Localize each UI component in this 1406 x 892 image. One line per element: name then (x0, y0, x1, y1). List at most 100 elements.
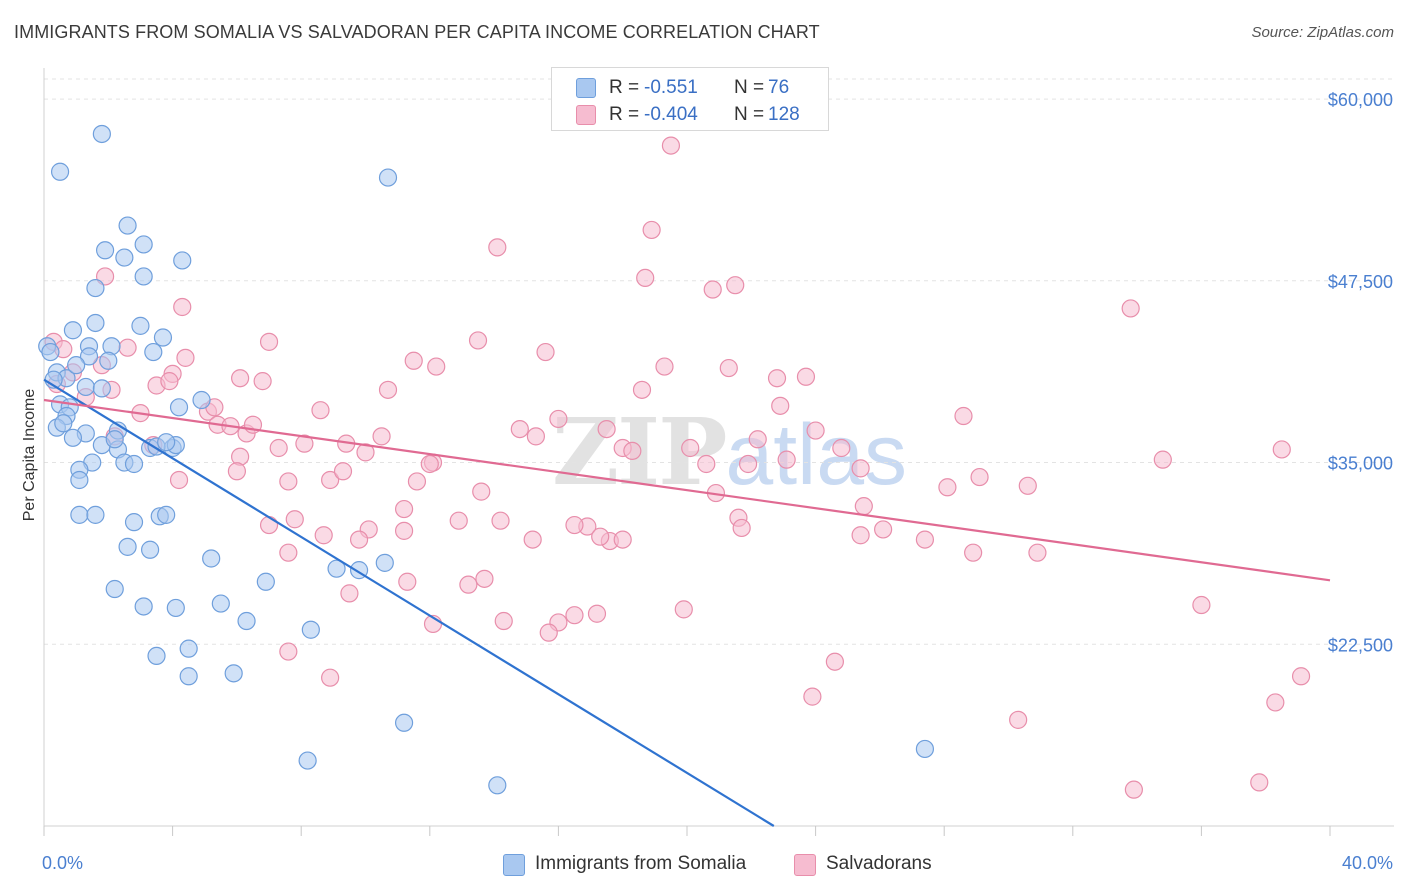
x-tick-label: 0.0% (42, 853, 83, 873)
data-points (38, 124, 1311, 799)
salvadoran-point (738, 454, 758, 474)
salvadoran-point (227, 462, 246, 481)
legend-label: Immigrants from Somalia (535, 853, 747, 874)
y-axis-label: Per Capita Income (21, 389, 38, 522)
salvadoran-point (661, 136, 681, 155)
r-label: R = (609, 104, 640, 125)
somalia-point (378, 168, 398, 187)
somalia-point (157, 433, 176, 452)
salvadorans-swatch (576, 105, 596, 125)
salvadoran-point (372, 427, 391, 446)
salvadoran-point (404, 351, 423, 370)
somalia-point (202, 549, 221, 568)
somalia-point (211, 594, 230, 613)
salvadoran-point (854, 497, 873, 516)
x-tick-label: 40.0% (1342, 853, 1393, 873)
salvadoran-point (777, 450, 796, 469)
salvadoran-point (1153, 450, 1172, 469)
salvadoran-point (491, 511, 510, 530)
somalia-point (63, 321, 83, 340)
somalia-point (144, 342, 163, 362)
salvadoran-point (771, 396, 790, 415)
somalia-point (169, 398, 189, 417)
somalia-point (134, 267, 153, 286)
somalia-point (105, 430, 124, 449)
salvadoran-point (472, 482, 491, 501)
y-tick-label: $60,000 (1328, 90, 1393, 110)
somalia-point (173, 251, 192, 270)
somalia-point (76, 377, 95, 397)
somalia-point (86, 505, 105, 524)
salvadoran-point (832, 438, 851, 458)
legend-row-salvadorans: R = -0.404 N = 128 (552, 101, 828, 127)
salvadoran-point (1291, 667, 1311, 686)
somalia-point (237, 611, 256, 631)
somalia-point (92, 124, 111, 144)
somalia-point (115, 248, 134, 267)
salvadoran-point (295, 434, 314, 453)
y-tick-label: $47,500 (1328, 272, 1393, 292)
somalia-point (124, 454, 144, 474)
salvadoran-point (851, 526, 870, 545)
salvadoran-point (173, 297, 192, 317)
somalia-trend-line (43, 378, 775, 827)
salvadoran-point (597, 420, 616, 439)
legend-label: Salvadorans (826, 853, 932, 874)
somalia-point (67, 356, 86, 375)
somalia-point (41, 342, 60, 362)
salvadoran-point (259, 515, 279, 535)
n-value: 76 (768, 77, 790, 98)
salvadoran-point (526, 427, 545, 446)
salvadoran-point (642, 220, 661, 240)
somalia-point (118, 537, 137, 556)
somalia-point (63, 428, 83, 447)
salvadoran-point (378, 380, 398, 399)
salvadoran-point (1121, 299, 1140, 318)
salvadoran-point (259, 332, 279, 351)
salvadoran-point (719, 358, 738, 378)
salvadoran-point (565, 515, 584, 535)
salvadoran-point (938, 478, 957, 497)
r-label: R = (609, 77, 640, 98)
somalia-swatch (503, 854, 525, 876)
salvadoran-point (674, 600, 693, 619)
legend-row-somalia: R = -0.551 N = 76 (552, 74, 828, 100)
salvadoran-point (459, 575, 478, 594)
salvadoran-point (321, 668, 340, 687)
salvadoran-point (311, 401, 330, 420)
salvadoran-point (1028, 543, 1047, 562)
chart-title: IMMIGRANTS FROM SOMALIA VS SALVADORAN PE… (14, 22, 820, 42)
salvadoran-point (748, 430, 767, 449)
salvadoran-point (488, 238, 507, 257)
n-label: N = (734, 77, 765, 98)
somalia-point (157, 505, 176, 524)
somalia-point (192, 390, 211, 410)
salvadoran-point (536, 342, 555, 362)
somalia-point (86, 313, 105, 333)
salvadoran-point (954, 406, 973, 426)
somalia-point (134, 235, 153, 254)
somalia-point (179, 639, 198, 658)
r-value: -0.551 (644, 77, 698, 98)
n-value: 128 (768, 104, 800, 125)
salvadoran-point (1009, 710, 1028, 729)
somalia-point (124, 513, 144, 532)
salvadoran-point (356, 443, 375, 462)
salvadoran-point (1192, 595, 1211, 615)
somalia-point (301, 620, 320, 639)
somalia-point (153, 328, 173, 347)
grid-lines (44, 78, 1394, 645)
tick-labels: $22,500 $35,000 $47,500 $60,000 0.0% 40.0% (42, 90, 1393, 873)
salvadoran-trend-line (43, 398, 1331, 582)
salvadoran-point (623, 441, 642, 461)
salvadoran-point (269, 438, 288, 458)
somalia-point (256, 572, 275, 591)
salvadoran-point (632, 380, 652, 399)
somalia-point (50, 162, 70, 181)
salvadoran-point (279, 472, 298, 491)
somalia-point (140, 540, 160, 559)
salvadoran-point (726, 276, 745, 295)
axes (43, 68, 1394, 836)
somalia-point (105, 579, 124, 599)
somalia-point (70, 505, 89, 524)
